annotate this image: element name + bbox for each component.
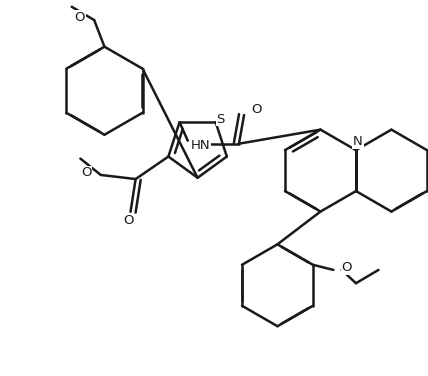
Text: O: O [251, 103, 262, 117]
Text: O: O [74, 11, 85, 24]
Text: O: O [81, 167, 92, 179]
Text: O: O [342, 261, 352, 274]
Text: S: S [217, 113, 225, 126]
Text: O: O [123, 214, 134, 226]
Text: HN: HN [191, 139, 211, 152]
Text: N: N [353, 135, 363, 149]
